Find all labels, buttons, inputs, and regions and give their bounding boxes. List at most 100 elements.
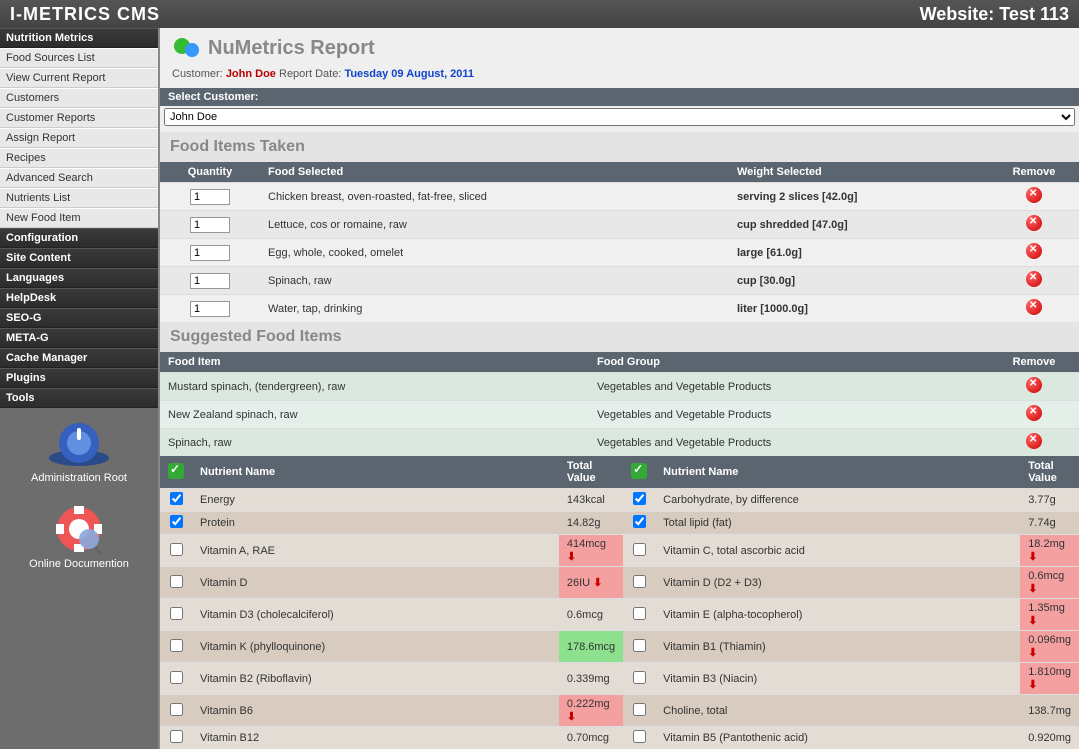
nutrient-value: 178.6mcg bbox=[559, 631, 623, 663]
nutrient-checkbox[interactable] bbox=[170, 607, 183, 620]
sidebar-section-head[interactable]: Configuration bbox=[0, 228, 158, 248]
arrow-down-icon: ⬇ bbox=[1028, 647, 1037, 659]
nutrient-checkbox[interactable] bbox=[633, 607, 646, 620]
remove-icon[interactable] bbox=[1026, 215, 1042, 231]
nutrient-checkbox[interactable] bbox=[633, 515, 646, 528]
arrow-down-icon: ⬇ bbox=[1028, 679, 1037, 691]
sidebar-section-head[interactable]: Cache Manager bbox=[0, 348, 158, 368]
remove-icon[interactable] bbox=[1026, 243, 1042, 259]
report-meta: Customer: John Doe Report Date: Tuesday … bbox=[160, 64, 1079, 88]
suggested-row: New Zealand spinach, raw Vegetables and … bbox=[160, 401, 1079, 429]
customer-label: Customer: bbox=[172, 68, 223, 80]
sidebar-item[interactable]: Customer Reports bbox=[0, 108, 158, 128]
food-name: Spinach, raw bbox=[260, 267, 729, 295]
check-icon bbox=[631, 463, 647, 479]
nutrient-value: 18.2mg ⬇ bbox=[1020, 535, 1079, 567]
nutrient-checkbox[interactable] bbox=[633, 492, 646, 505]
nutrient-value: 7.74g bbox=[1020, 512, 1079, 535]
suggested-row: Spinach, raw Vegetables and Vegetable Pr… bbox=[160, 429, 1079, 457]
sidebar-section-head[interactable]: Plugins bbox=[0, 368, 158, 388]
quantity-input[interactable] bbox=[190, 189, 230, 205]
food-row: Lettuce, cos or romaine, raw cup shredde… bbox=[160, 211, 1079, 239]
sidebar-section-head[interactable]: SEO-G bbox=[0, 308, 158, 328]
nutrient-checkbox[interactable] bbox=[633, 543, 646, 556]
nutrient-checkbox[interactable] bbox=[170, 639, 183, 652]
sidebar-item[interactable]: New Food Item bbox=[0, 208, 158, 228]
nutrient-checkbox[interactable] bbox=[633, 730, 646, 743]
nutrient-value: 1.810mg ⬇ bbox=[1020, 663, 1079, 695]
arrow-down-icon: ⬇ bbox=[1028, 551, 1037, 563]
date-value: Tuesday 09 August, 2011 bbox=[344, 68, 474, 80]
nutrient-row: Vitamin K (phylloquinone) 178.6mcg Vitam… bbox=[160, 631, 1079, 663]
nutrient-name: Vitamin A, RAE bbox=[192, 535, 559, 567]
arrow-down-icon: ⬇ bbox=[1028, 583, 1037, 595]
weight-selected: large [61.0g] bbox=[729, 239, 989, 267]
nutrient-checkbox[interactable] bbox=[170, 671, 183, 684]
nutrient-name: Vitamin B5 (Pantothenic acid) bbox=[655, 727, 1020, 749]
sidebar: Nutrition Metrics Food Sources ListView … bbox=[0, 28, 158, 749]
main-content: NuMetrics Report Customer: John Doe Repo… bbox=[158, 28, 1079, 749]
nutrient-checkbox[interactable] bbox=[633, 639, 646, 652]
sidebar-section-head[interactable]: Tools bbox=[0, 388, 158, 408]
sidebar-item[interactable]: Nutrients List bbox=[0, 188, 158, 208]
nutrient-checkbox[interactable] bbox=[170, 515, 183, 528]
remove-icon[interactable] bbox=[1026, 187, 1042, 203]
remove-icon[interactable] bbox=[1026, 271, 1042, 287]
nutrient-checkbox[interactable] bbox=[633, 575, 646, 588]
suggested-table: Food Item Food Group Remove Mustard spin… bbox=[160, 352, 1079, 456]
nutrient-checkbox[interactable] bbox=[170, 703, 183, 716]
remove-icon[interactable] bbox=[1026, 405, 1042, 421]
nutrient-row: Vitamin D3 (cholecalciferol) 0.6mcg Vita… bbox=[160, 599, 1079, 631]
check-icon bbox=[168, 463, 184, 479]
suggested-group: Vegetables and Vegetable Products bbox=[589, 401, 989, 429]
col-nutrient-left: Nutrient Name bbox=[192, 456, 559, 489]
suggested-row: Mustard spinach, (tendergreen), raw Vege… bbox=[160, 373, 1079, 401]
nutrient-row: Vitamin B2 (Riboflavin) 0.339mg Vitamin … bbox=[160, 663, 1079, 695]
quantity-input[interactable] bbox=[190, 217, 230, 233]
sidebar-section-head[interactable]: Languages bbox=[0, 268, 158, 288]
admin-root-button[interactable]: Administration Root bbox=[0, 408, 158, 494]
nutrient-name: Vitamin B2 (Riboflavin) bbox=[192, 663, 559, 695]
sidebar-item[interactable]: Recipes bbox=[0, 148, 158, 168]
nutrient-checkbox[interactable] bbox=[170, 575, 183, 588]
nutrient-checkbox[interactable] bbox=[633, 671, 646, 684]
sidebar-section-head[interactable]: HelpDesk bbox=[0, 288, 158, 308]
food-row: Chicken breast, oven-roasted, fat-free, … bbox=[160, 183, 1079, 211]
remove-icon[interactable] bbox=[1026, 299, 1042, 315]
nutrient-value: 26IU ⬇ bbox=[559, 567, 623, 599]
nutrient-name: Vitamin B1 (Thiamin) bbox=[655, 631, 1020, 663]
remove-icon[interactable] bbox=[1026, 433, 1042, 449]
sidebar-section-head[interactable]: META-G bbox=[0, 328, 158, 348]
col-check-left bbox=[160, 456, 192, 489]
sidebar-item[interactable]: View Current Report bbox=[0, 68, 158, 88]
nutrient-row: Vitamin B12 0.70mcg Vitamin B5 (Pantothe… bbox=[160, 727, 1079, 749]
sidebar-item[interactable]: Food Sources List bbox=[0, 48, 158, 68]
remove-icon[interactable] bbox=[1026, 377, 1042, 393]
nutrient-name: Energy bbox=[192, 489, 559, 512]
nutrient-value: 143kcal bbox=[559, 489, 623, 512]
nutrient-name: Vitamin B12 bbox=[192, 727, 559, 749]
col-food: Food Selected bbox=[260, 162, 729, 183]
weight-selected: liter [1000.0g] bbox=[729, 295, 989, 323]
nutrient-checkbox[interactable] bbox=[170, 492, 183, 505]
quantity-input[interactable] bbox=[190, 301, 230, 317]
online-doc-label: Online Documention bbox=[29, 558, 129, 570]
food-name: Chicken breast, oven-roasted, fat-free, … bbox=[260, 183, 729, 211]
nutrient-checkbox[interactable] bbox=[170, 543, 183, 556]
sidebar-item[interactable]: Assign Report bbox=[0, 128, 158, 148]
nutrient-value: 0.6mcg bbox=[559, 599, 623, 631]
quantity-input[interactable] bbox=[190, 245, 230, 261]
quantity-input[interactable] bbox=[190, 273, 230, 289]
nutrient-checkbox[interactable] bbox=[633, 703, 646, 716]
nutrient-row: Protein 14.82g Total lipid (fat) 7.74g bbox=[160, 512, 1079, 535]
nutrient-name: Total lipid (fat) bbox=[655, 512, 1020, 535]
sidebar-section-head[interactable]: Site Content bbox=[0, 248, 158, 268]
customer-select[interactable]: John Doe bbox=[164, 108, 1075, 126]
online-doc-button[interactable]: Online Documention bbox=[0, 494, 158, 580]
col-check-right bbox=[623, 456, 655, 489]
nutrient-value: 14.82g bbox=[559, 512, 623, 535]
sidebar-item[interactable]: Customers bbox=[0, 88, 158, 108]
sidebar-item[interactable]: Advanced Search bbox=[0, 168, 158, 188]
nutrient-checkbox[interactable] bbox=[170, 730, 183, 743]
nutrient-value: 3.77g bbox=[1020, 489, 1079, 512]
